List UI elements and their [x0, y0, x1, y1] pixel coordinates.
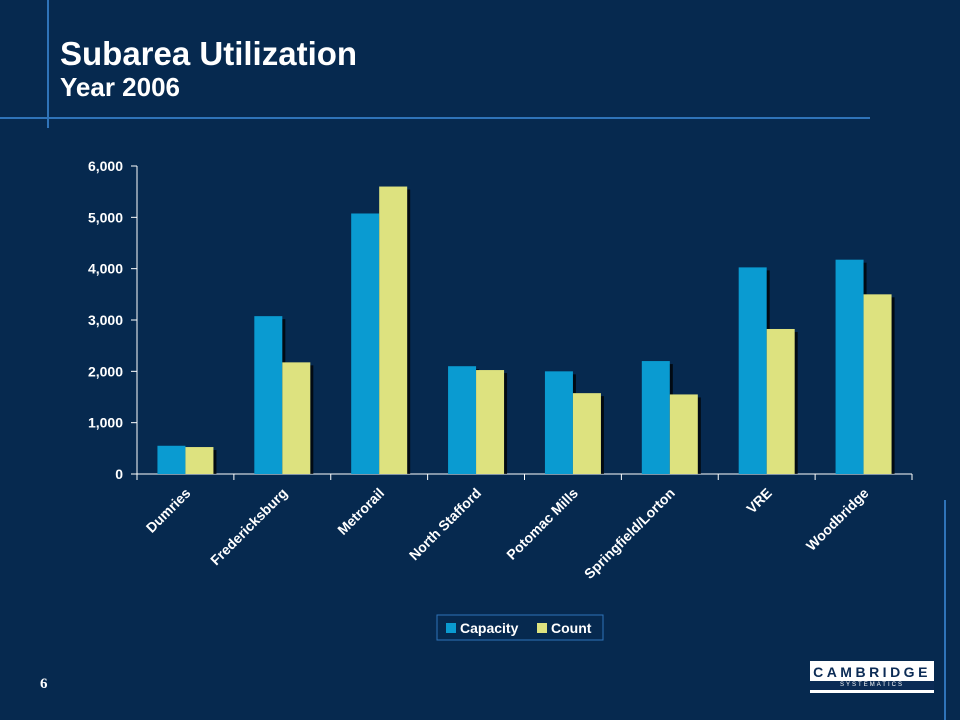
bar-count: [476, 370, 505, 474]
bar-count: [669, 394, 698, 474]
frame-vertical-line-left: [47, 0, 49, 128]
bar-count: [282, 362, 311, 474]
x-tick-label: Potomac Mills: [503, 485, 581, 563]
x-tick-label: Dumries: [143, 485, 194, 536]
legend-swatch: [446, 623, 456, 633]
bar-count: [185, 447, 214, 474]
legend-swatch: [537, 623, 547, 633]
x-tick-label: Metrorail: [334, 485, 387, 538]
frame-horizontal-line: [0, 117, 870, 119]
bar-count: [572, 393, 601, 474]
bar-capacity: [157, 445, 186, 474]
y-tick-label: 5,000: [88, 209, 123, 225]
y-tick-label: 6,000: [88, 158, 123, 174]
x-tick-label: Fredericksburg: [207, 485, 290, 568]
bar-count: [863, 294, 892, 474]
bar-capacity: [544, 371, 573, 474]
x-tick-label: Springfield/Lorton: [581, 485, 678, 582]
logo-sub-text: SYSTEMATICS: [810, 681, 934, 690]
legend-label: Capacity: [460, 620, 519, 636]
bar-capacity: [351, 213, 380, 474]
legend-label: Count: [551, 620, 592, 636]
title-block: Subarea Utilization Year 2006: [60, 35, 358, 103]
legend-box: [436, 614, 604, 641]
cambridge-systematics-logo: CAMBRIDGE SYSTEMATICS: [810, 661, 934, 693]
logo-main-text: CAMBRIDGE: [813, 664, 931, 680]
slide-title: Subarea Utilization: [60, 35, 358, 72]
frame-vertical-line-right: [944, 500, 946, 720]
y-tick-label: 2,000: [88, 363, 123, 379]
y-tick-label: 1,000: [88, 415, 123, 431]
bar-capacity: [448, 366, 477, 474]
slide-subtitle: Year 2006: [60, 72, 181, 102]
bar-count: [379, 186, 408, 475]
y-tick-label: 0: [115, 466, 123, 482]
y-tick-label: 4,000: [88, 261, 123, 277]
bar-capacity: [835, 259, 864, 474]
bar-capacity: [641, 361, 670, 474]
bar-capacity: [254, 316, 283, 474]
page-number: 6: [40, 676, 48, 692]
x-tick-label: Woodbridge: [803, 485, 872, 554]
bar-capacity: [738, 267, 767, 474]
x-tick-label: VRE: [743, 485, 775, 517]
x-tick-label: North Stafford: [406, 485, 484, 563]
bar-count: [766, 328, 795, 474]
y-tick-label: 3,000: [88, 312, 123, 328]
